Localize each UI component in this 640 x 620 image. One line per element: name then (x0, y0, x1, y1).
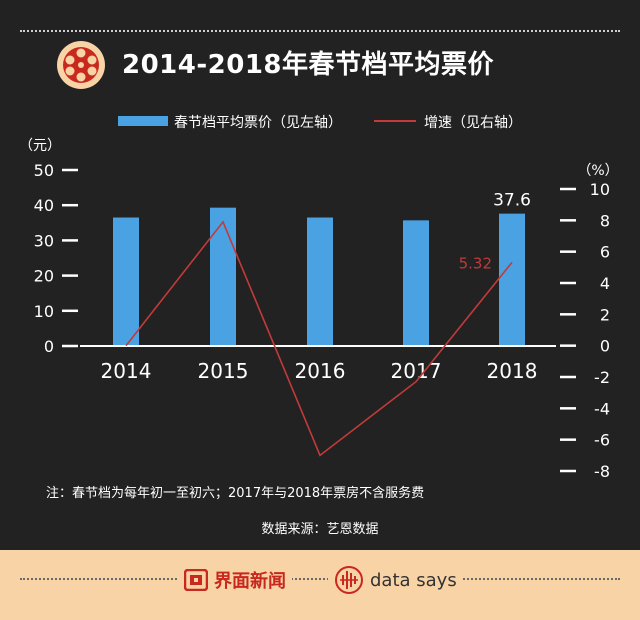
footer-dotted-divider (20, 578, 620, 580)
data-says-icon (335, 566, 363, 594)
legend-bar-swatch (118, 116, 168, 126)
footnote: 注：春节档为每年初一至初六；2017年与2018年票房不含服务费 (46, 486, 425, 501)
footer-band (0, 550, 640, 620)
left-axis-tick-label: 20 (34, 267, 54, 286)
right-axis-tick-label: 2 (600, 305, 610, 324)
right-axis-tick-label: 10 (590, 180, 610, 199)
x-tick-label: 2016 (295, 359, 346, 383)
legend-line-label: 增速（见右轴） (424, 115, 522, 131)
line-data-label: 5.32 (459, 254, 492, 272)
x-axis: 2014 2015 2016 2017 2018 (80, 345, 556, 383)
growth-line (125, 220, 513, 457)
left-axis-tick-label: 30 (34, 231, 54, 250)
left-axis-tick-label: 50 (34, 161, 54, 180)
right-axis-label: （%） (577, 163, 618, 179)
bar (499, 213, 525, 346)
brand-logo: 界面新闻 (178, 566, 292, 594)
right-axis-tick-label: -4 (594, 399, 610, 418)
data-labels: 37.6 5.32 (459, 191, 531, 273)
legend-bar-label: 春节档平均票价（见左轴） (174, 115, 342, 131)
bar (210, 207, 236, 346)
right-axis-tick-label: -2 (594, 368, 610, 387)
right-axis-tick-label: -6 (594, 431, 610, 450)
left-axis-label: （元） (19, 138, 61, 154)
left-axis: （元） 0 10 20 30 40 50 (19, 138, 78, 356)
right-axis-tick-label: 8 (600, 211, 610, 230)
data-says-name: data says (370, 569, 457, 591)
jiemian-logo-icon (184, 569, 208, 591)
line-series (125, 220, 513, 457)
legend-line-swatch (374, 120, 416, 122)
bar-data-label: 37.6 (493, 191, 531, 211)
right-axis-tick-label: 6 (600, 243, 610, 262)
left-axis-tick-label: 40 (34, 196, 54, 215)
x-tick-label: 2017 (391, 359, 442, 383)
bar (403, 220, 429, 346)
chart-title: 2014-2018年春节档平均票价 (122, 50, 495, 80)
right-axis-tick-label: 0 (600, 337, 610, 356)
left-axis-tick-label: 0 (44, 337, 54, 356)
x-tick-label: 2014 (101, 359, 152, 383)
data-source: 数据来源：艺恩数据 (261, 522, 379, 537)
film-reel-icon (57, 41, 105, 89)
data-says-logo: data says (328, 564, 463, 596)
bar (307, 217, 333, 346)
left-axis-tick-label: 10 (34, 302, 54, 321)
x-tick-label: 2018 (487, 359, 538, 383)
right-axis: （%）10 8 6 4 2 0 -2 -4 -6 -8 (560, 163, 619, 481)
top-dotted-divider (20, 30, 620, 32)
right-axis-tick-label: -8 (594, 462, 610, 481)
bar-series (113, 207, 525, 346)
right-axis-tick-label: 4 (600, 274, 610, 293)
bar (113, 217, 139, 346)
x-tick-label: 2015 (198, 359, 249, 383)
brand-name: 界面新闻 (214, 571, 286, 592)
